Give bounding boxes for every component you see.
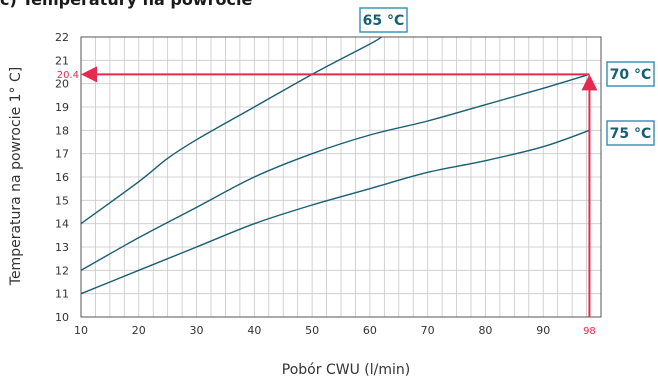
series-lines — [80, 36, 590, 295]
series-line-0 — [80, 36, 382, 225]
plot-frame — [80, 36, 602, 318]
section-title: c) Temperatury na powrocie — [0, 0, 252, 9]
y-tick-label: 19 — [55, 101, 69, 114]
series-label-0: 65 °C — [363, 13, 405, 29]
x-tick-label: 70 — [421, 324, 435, 337]
y-tick-label: 11 — [55, 288, 69, 301]
y-tick-label: 22 — [55, 31, 69, 44]
series-line-1 — [80, 73, 590, 271]
y-tick-label: 18 — [55, 124, 69, 137]
x-tick-label: 10 — [74, 324, 88, 337]
axes — [80, 36, 602, 318]
markers: 98 20.4 — [57, 66, 598, 337]
x-tick-label: 80 — [478, 324, 492, 337]
x-tick-label: 30 — [190, 324, 204, 337]
x-marker-label: 98 — [583, 326, 596, 337]
x-tick-label: 50 — [305, 324, 319, 337]
series-label-1: 70 °C — [610, 67, 652, 83]
series-label-box-1 — [606, 61, 655, 87]
y-tick-label: 13 — [55, 241, 69, 254]
y-tick-label: 12 — [55, 264, 69, 277]
series-label-box-2 — [606, 120, 655, 146]
series-line-2 — [80, 129, 590, 295]
y-tick-label: 14 — [55, 218, 69, 231]
y-tick-label: 10 — [55, 311, 69, 324]
y-tick-label: 15 — [55, 194, 69, 207]
tick-labels: 10 20 30 40 50 60 70 80 90 10 11 12 13 14 15 16 17 18 19 20… — [55, 31, 550, 337]
series-label-2: 75 °C — [610, 126, 652, 142]
y-axis-title: Temperatura na powrocie 1° C] — [8, 67, 24, 286]
x-tick-label: 20 — [132, 324, 146, 337]
y-tick-label: 16 — [55, 171, 69, 184]
y-marker-label: 20.4 — [57, 70, 79, 81]
x-tick-label: 60 — [363, 324, 377, 337]
x-axis-title: Pobór CWU (l/min) — [282, 362, 410, 378]
y-tick-label: 21 — [55, 54, 69, 67]
x-tick-label: 40 — [247, 324, 261, 337]
y-tick-label: 20 — [55, 78, 69, 91]
grid — [80, 36, 602, 318]
series-labels: 65 °C 70 °C 75 °C — [359, 7, 655, 146]
y-tick-label: 17 — [55, 148, 69, 161]
series-label-box-0 — [359, 7, 408, 33]
x-tick-label: 90 — [536, 324, 550, 337]
